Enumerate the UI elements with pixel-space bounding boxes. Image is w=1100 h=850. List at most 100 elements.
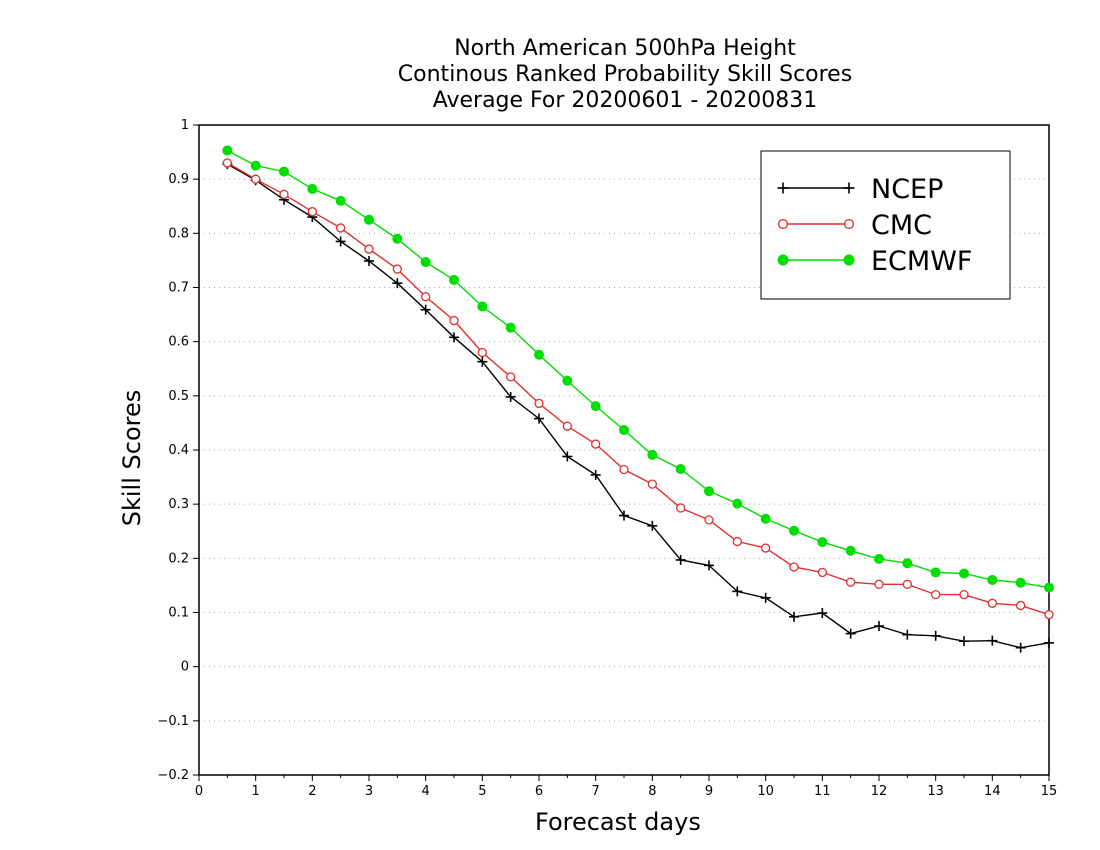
series-point-filled-circle	[477, 301, 488, 312]
series-point-plus	[675, 554, 686, 565]
series-point-filled-circle	[874, 553, 884, 564]
series-point-plus	[562, 451, 573, 462]
series-point-plus	[392, 278, 403, 289]
series-point-plus	[760, 592, 771, 603]
series-point-filled-circle	[364, 214, 374, 225]
series-point-open-circle	[279, 189, 289, 199]
series-point-plus	[845, 628, 856, 639]
y-tick-label: 0.8	[168, 226, 189, 241]
series-cmc	[222, 158, 1054, 620]
x-tick-label: 8	[648, 784, 656, 799]
series-point-filled-circle	[789, 525, 799, 536]
series-point-plus	[789, 611, 799, 622]
series-point-open-circle	[506, 372, 516, 382]
x-tick-label: 1	[252, 784, 260, 799]
series-ncep	[222, 159, 1054, 653]
x-tick-label: 5	[478, 784, 486, 799]
x-tick-label: 2	[308, 784, 316, 799]
y-tick-label: 0.2	[168, 551, 189, 566]
series-point-filled-circle	[335, 195, 346, 206]
series-point-open-circle	[222, 158, 232, 168]
series-point-open-circle	[647, 479, 657, 489]
series-point-filled-circle	[250, 160, 261, 171]
series-point-filled-circle	[845, 545, 856, 556]
legend-label: NCEP	[871, 174, 943, 205]
series-point-filled-circle	[843, 254, 855, 266]
series-point-filled-circle	[449, 274, 459, 285]
series-point-plus	[902, 629, 913, 640]
series-point-open-circle	[251, 174, 261, 184]
series-point-open-circle	[874, 579, 884, 589]
series-point-open-circle	[392, 264, 402, 274]
series-point-plus	[777, 182, 789, 194]
series-point-filled-circle	[902, 558, 913, 569]
series-point-plus	[534, 413, 544, 424]
y-tick-label: 1	[181, 118, 189, 133]
x-tick-label: 0	[195, 784, 203, 799]
series-point-filled-circle	[1044, 582, 1054, 593]
series-point-open-circle	[843, 218, 855, 230]
series-point-open-circle	[761, 543, 771, 553]
series-point-plus	[505, 391, 516, 402]
series-point-filled-circle	[704, 486, 714, 497]
series-point-open-circle	[1016, 600, 1026, 611]
y-tick-label: 0.3	[168, 497, 189, 512]
series-point-plus	[987, 635, 998, 646]
series-point-plus	[364, 255, 374, 266]
series-point-plus	[704, 560, 714, 571]
x-tick-label: 10	[757, 784, 774, 799]
series-point-filled-circle	[675, 463, 686, 474]
series-point-filled-circle	[392, 233, 403, 244]
series-point-open-circle	[789, 562, 799, 572]
series-point-filled-circle	[562, 375, 573, 386]
series-point-open-circle	[704, 515, 714, 525]
legend-label: ECMWF	[871, 246, 972, 277]
series-point-filled-circle	[505, 322, 516, 333]
x-tick-label: 15	[1041, 784, 1058, 799]
series-point-open-circle	[619, 464, 629, 475]
series-point-open-circle	[364, 244, 374, 254]
legend-box	[760, 150, 1011, 300]
x-tick-label: 9	[705, 784, 713, 799]
series-point-filled-circle	[420, 257, 431, 268]
series-point-filled-circle	[732, 498, 743, 509]
y-tick-label: −0.2	[157, 768, 189, 783]
series-point-open-circle	[931, 589, 941, 600]
x-tick-label: 3	[365, 784, 373, 799]
series-point-filled-circle	[777, 254, 789, 266]
series-point-filled-circle	[817, 537, 828, 548]
series-point-open-circle	[477, 347, 487, 358]
series-point-plus	[420, 304, 431, 315]
chart-title-line-3: Average For 20200601 - 20200831	[432, 88, 818, 113]
legend-label: CMC	[871, 210, 932, 241]
series-point-filled-circle	[987, 575, 998, 585]
x-tick-label: 7	[592, 784, 600, 799]
series-point-open-circle	[817, 567, 827, 578]
series-point-plus	[477, 356, 488, 367]
series-point-plus	[732, 586, 743, 597]
x-tick-label: 4	[422, 784, 430, 799]
series-point-filled-circle	[534, 349, 544, 360]
series-point-open-circle	[534, 398, 544, 409]
y-tick-label: 0.6	[168, 335, 189, 350]
series-line-cmc	[226, 162, 1050, 616]
series-point-filled-circle	[619, 424, 629, 435]
series-point-open-circle	[902, 579, 912, 589]
series-point-plus	[590, 469, 601, 480]
y-tick-label: 0.9	[168, 172, 189, 187]
series-point-open-circle	[336, 223, 346, 233]
series-point-open-circle	[676, 503, 686, 513]
series-point-filled-circle	[307, 183, 318, 194]
series-point-plus	[930, 630, 941, 641]
series-point-filled-circle	[760, 513, 771, 524]
x-tick-label: 11	[814, 784, 831, 799]
series-point-open-circle	[732, 536, 742, 547]
series-point-plus	[817, 608, 828, 619]
legend: NCEP CMC ECMWF	[760, 150, 1011, 300]
series-point-plus	[335, 236, 346, 247]
series-point-open-circle	[307, 207, 317, 217]
x-tick-label: 6	[535, 784, 543, 799]
series-point-plus	[619, 510, 629, 521]
series-point-open-circle	[591, 439, 601, 449]
